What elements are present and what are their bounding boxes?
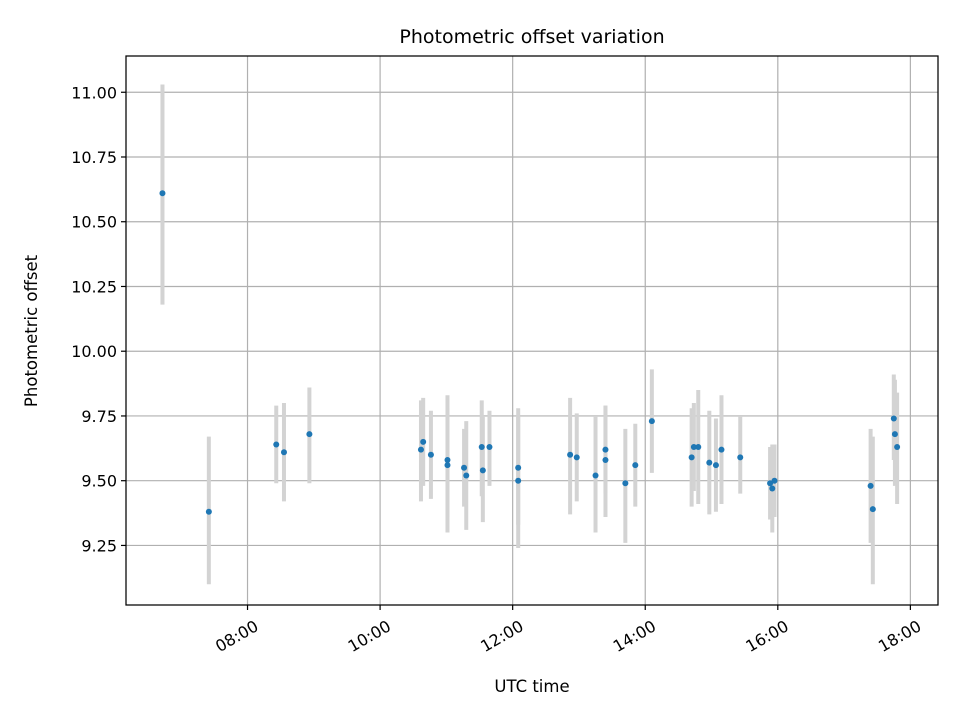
data-point (515, 477, 522, 484)
y-tick-label: 10.50 (71, 213, 117, 232)
data-point (461, 464, 468, 471)
data-point (771, 477, 778, 484)
data-point (486, 444, 493, 451)
data-point (767, 480, 774, 487)
data-point (737, 454, 744, 461)
data-point (712, 462, 719, 469)
x-tick-label: 16:00 (742, 616, 791, 656)
data-point (769, 485, 776, 492)
x-tick-label: 08:00 (212, 616, 261, 656)
data-point (622, 480, 629, 487)
data-point (463, 472, 470, 479)
data-point (706, 459, 713, 466)
data-point (159, 190, 166, 197)
x-tick-label: 18:00 (875, 616, 924, 656)
y-tick-label: 10.25 (71, 277, 117, 296)
y-tick-label: 9.75 (81, 407, 117, 426)
data-point (688, 454, 695, 461)
data-point (648, 418, 655, 425)
x-tick-label: 12:00 (477, 616, 526, 656)
data-point (306, 431, 313, 438)
data-points (159, 190, 901, 515)
x-axis-label: UTC time (494, 677, 569, 696)
data-point (867, 482, 874, 489)
y-tick-label: 9.50 (81, 472, 117, 491)
data-point (690, 444, 697, 451)
data-point (602, 456, 609, 463)
data-point (280, 449, 287, 456)
data-point (602, 446, 609, 453)
data-point (891, 431, 898, 438)
y-axis-label: Photometric offset (22, 254, 41, 407)
x-axis-ticks: 08:00 10:00 12:00 14:00 16:00 18:00 (212, 605, 924, 656)
data-point (592, 472, 599, 479)
data-point (890, 415, 897, 422)
y-axis-ticks: 9.25 9.50 9.75 10.00 10.25 10.50 10.75 11.00 (71, 83, 126, 555)
data-point (478, 444, 485, 451)
data-point (444, 456, 451, 463)
error-bars (160, 84, 900, 585)
x-tick-label: 14:00 (610, 616, 659, 656)
data-point (427, 451, 434, 458)
data-point (894, 444, 901, 451)
data-point (273, 441, 280, 448)
data-point (718, 446, 725, 453)
x-tick-label: 10:00 (345, 616, 394, 656)
y-tick-label: 10.75 (71, 148, 117, 167)
data-point (869, 506, 876, 513)
data-point (417, 446, 424, 453)
data-point (515, 464, 522, 471)
data-point (573, 454, 580, 461)
data-point (420, 438, 427, 445)
data-point (479, 467, 486, 474)
data-point (444, 462, 451, 469)
data-point (567, 451, 574, 458)
grid (126, 56, 938, 605)
plot-area-frame (125, 55, 939, 606)
chart-title: Photometric offset variation (399, 26, 664, 48)
data-point (695, 444, 702, 451)
y-tick-label: 10.00 (71, 342, 117, 361)
y-tick-label: 11.00 (71, 83, 117, 102)
y-tick-label: 9.25 (81, 536, 117, 555)
data-point (205, 508, 212, 515)
data-point (632, 462, 639, 469)
